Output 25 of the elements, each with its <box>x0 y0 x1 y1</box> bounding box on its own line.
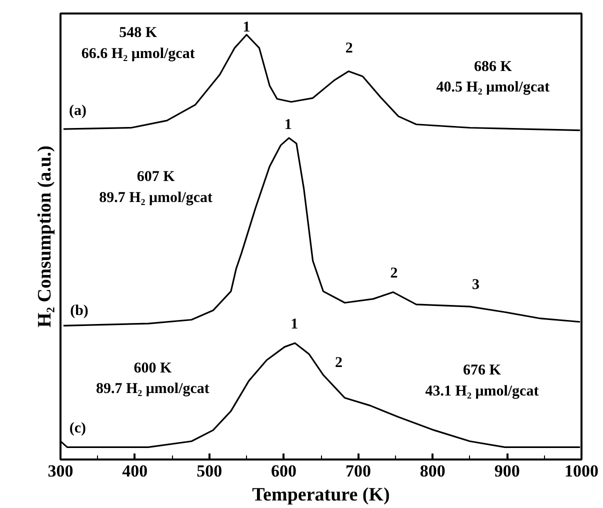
annotation: (b) <box>70 302 88 319</box>
annotation: 1 <box>242 19 250 36</box>
annotation: (c) <box>69 420 86 436</box>
x-tick-label: 400 <box>122 462 148 480</box>
x-tick-label: 500 <box>196 462 222 480</box>
x-tick-label: 800 <box>420 462 446 480</box>
annotation: 2 <box>390 266 398 282</box>
annotation: 676 K 43.1 H₂ μmol/gcat <box>425 362 539 400</box>
x-tick-label: 600 <box>271 462 297 480</box>
x-tick-label: 300 <box>48 462 74 480</box>
annotation: 607 K 89.7 H₂ μmol/gcat <box>99 169 213 206</box>
annotation: 1 <box>290 316 298 332</box>
x-tick-label: 1000 <box>564 462 598 480</box>
annotation: 2 <box>334 354 342 371</box>
y-axis-title: H₂ Consumption (a.u.) <box>34 145 56 328</box>
x-tick-label: 700 <box>345 462 371 480</box>
annotation: 686 K 40.5 H₂ μmol/gcat <box>436 58 550 96</box>
annotation: 600 K 89.7 H₂ μmol/gcat <box>96 360 210 398</box>
x-axis-title: Temperature (K) <box>252 484 390 506</box>
annotation: 1 <box>284 117 292 134</box>
annotation: (a) <box>68 103 86 120</box>
annotation: 3 <box>472 277 480 294</box>
x-tick-label: 900 <box>494 462 520 480</box>
annotation: 2 <box>345 40 353 56</box>
annotation: 548 K 66.6 H₂ μmol/gcat <box>81 24 195 62</box>
